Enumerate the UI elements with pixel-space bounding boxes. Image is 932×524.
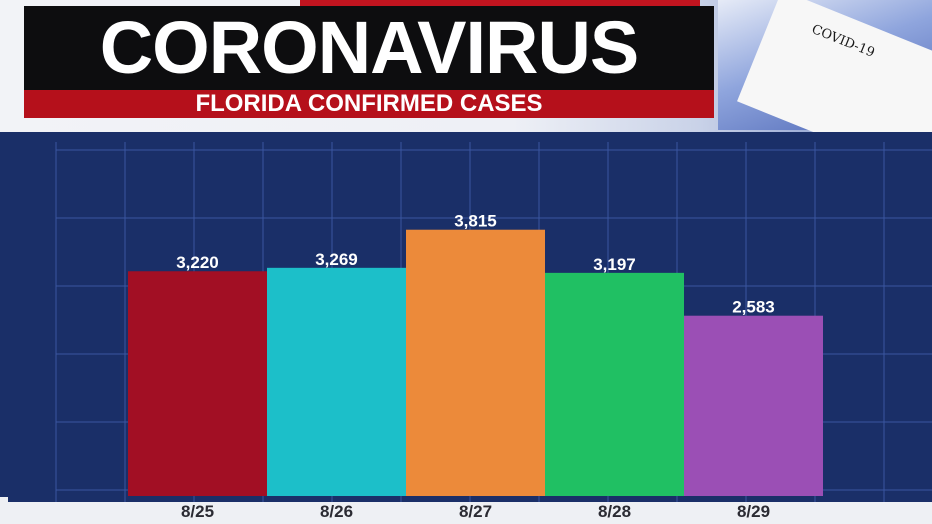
subtitle: FLORIDA CONFIRMED CASES (195, 90, 543, 117)
title-box (24, 6, 714, 90)
value-label: 3,815 (454, 212, 497, 231)
bar-8-25 (128, 271, 267, 496)
value-label: 3,220 (176, 253, 219, 272)
value-label: 3,197 (593, 255, 636, 274)
value-label: 2,583 (732, 298, 775, 317)
bar-8-26 (267, 267, 406, 496)
subtitle-band (24, 90, 714, 118)
x-tick-label: 8/25 (181, 502, 214, 521)
bar-8-28 (545, 272, 684, 496)
bar-chart: 3,220 3,269 3,815 3,197 2,583 (8, 132, 932, 502)
bars (128, 229, 823, 496)
x-tick-label: 8/27 (459, 502, 492, 521)
bar-8-27 (406, 229, 545, 496)
x-axis-labels: 8/25 8/26 8/27 8/28 8/29 (181, 502, 770, 521)
x-tick-label: 8/26 (320, 502, 353, 521)
value-labels: 3,220 3,269 3,815 3,197 2,583 (176, 212, 775, 317)
main-title: CORONAVIRUS (99, 6, 640, 89)
value-label: 3,269 (315, 250, 358, 269)
bar-8-29 (684, 315, 823, 496)
x-tick-label: 8/29 (737, 502, 770, 521)
title-accent-stripe (300, 0, 700, 6)
x-tick-labels: 8/25 8/26 8/27 8/28 8/29 (181, 502, 770, 521)
x-tick-label: 8/28 (598, 502, 631, 521)
